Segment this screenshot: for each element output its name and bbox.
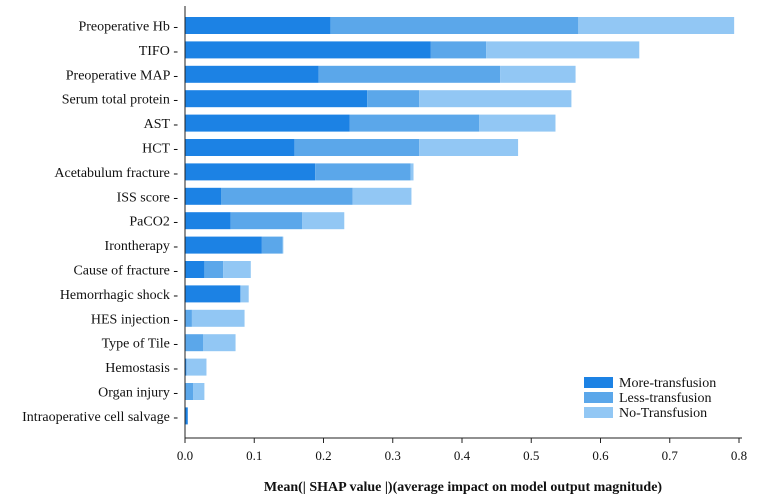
legend: More-transfusionLess-transfusionNo-Trans… [584,376,716,421]
bar-no-transfusion-0 [578,17,735,34]
x-tick-label: 0.8 [731,448,747,463]
bars-group [185,17,735,425]
bar-less-transfusion-8 [230,212,303,230]
y-tick-label: Hemostasis - [105,361,178,376]
bar-no-transfusion-12 [191,309,245,327]
bar-less-transfusion-0 [330,17,579,34]
bar-more-transfusion-1 [185,41,431,59]
bar-no-transfusion-5 [419,139,519,156]
y-tick-label: HCT - [142,142,178,157]
bar-more-transfusion-9 [185,236,262,254]
x-tick-label: 0.6 [592,448,609,463]
bar-less-transfusion-10 [204,261,224,278]
bar-less-transfusion-2 [318,65,501,83]
y-tick-label: Preoperative Hb - [78,20,178,35]
bar-no-transfusion-9 [282,236,284,254]
bar-more-transfusion-11 [185,285,241,303]
y-tick-label: Hemorrhagic shock - [60,288,179,303]
y-tick-label: Serum total protein - [62,93,179,108]
y-tick-label: Organ injury - [98,386,178,401]
bar-more-transfusion-5 [185,139,295,156]
bar-more-transfusion-10 [185,261,205,278]
y-tick-label: HES injection - [91,312,178,327]
y-tick-label: Preoperative MAP - [66,68,179,83]
y-tick-label: Type of Tile - [102,337,179,352]
x-tick-label: 0.1 [246,448,262,463]
bar-less-transfusion-7 [221,187,353,205]
y-tick-label: Cause of fracture - [73,264,178,279]
bar-less-transfusion-1 [430,41,487,59]
x-tick-label: 0.2 [315,448,331,463]
y-tick-label: ISS score - [117,190,179,205]
bar-no-transfusion-3 [419,90,572,108]
legend-swatch-more-transfusion [584,377,613,388]
bar-no-transfusion-2 [500,65,576,83]
x-tick-label: 0.0 [177,448,193,463]
bar-more-transfusion-6 [185,163,316,181]
y-tick-label: Intraoperative cell salvage - [22,410,178,425]
bar-no-transfusion-6 [410,163,414,181]
bar-more-transfusion-4 [185,114,350,132]
x-tick-label: 0.4 [454,448,471,463]
y-tick-label: PaCO2 - [129,215,178,230]
bar-more-transfusion-0 [185,17,331,34]
y-tick-label: TIFO - [139,44,179,59]
legend-label: More-transfusion [619,376,716,391]
y-tick-label: Acetabulum fracture - [54,166,178,181]
legend-swatch-no-transfusion [584,407,613,418]
bar-more-transfusion-16 [185,407,188,425]
y-tick-label: AST - [144,117,179,132]
bar-less-transfusion-13 [185,334,204,352]
x-tick-label: 0.3 [385,448,401,463]
bar-less-transfusion-5 [294,139,420,156]
legend-label: No-Transfusion [619,406,707,421]
x-axis-title: Mean(| SHAP value |)(average impact on m… [264,480,662,495]
bar-no-transfusion-13 [203,334,236,352]
bar-less-transfusion-9 [261,236,283,254]
x-tick-label: 0.7 [662,448,679,463]
bar-no-transfusion-7 [352,187,412,205]
bar-no-transfusion-8 [302,212,345,230]
bar-no-transfusion-14 [186,358,207,376]
legend-label: Less-transfusion [619,391,712,406]
bar-more-transfusion-14 [185,358,187,376]
bar-more-transfusion-2 [185,65,319,83]
x-axis-ticks: 0.0 0.1 0.2 0.3 0.4 0.5 0.6 0.7 0.8 [177,438,747,463]
bar-no-transfusion-15 [193,383,205,400]
y-axis-labels: Preoperative Hb - TIFO - Preoperative MAP … [22,20,178,425]
x-tick-label: 0.5 [523,448,539,463]
bar-no-transfusion-1 [486,41,640,59]
bar-no-transfusion-10 [223,261,251,278]
bar-more-transfusion-7 [185,187,222,205]
bar-less-transfusion-3 [367,90,420,108]
bar-less-transfusion-6 [315,163,411,181]
bar-more-transfusion-3 [185,90,368,108]
bar-no-transfusion-11 [240,285,249,303]
legend-swatch-less-transfusion [584,392,613,403]
bar-more-transfusion-8 [185,212,231,230]
bar-less-transfusion-12 [185,309,192,327]
y-tick-label: Irontherapy - [105,239,179,254]
bar-less-transfusion-15 [185,383,194,400]
bar-no-transfusion-4 [479,114,556,132]
bar-less-transfusion-4 [349,114,480,132]
